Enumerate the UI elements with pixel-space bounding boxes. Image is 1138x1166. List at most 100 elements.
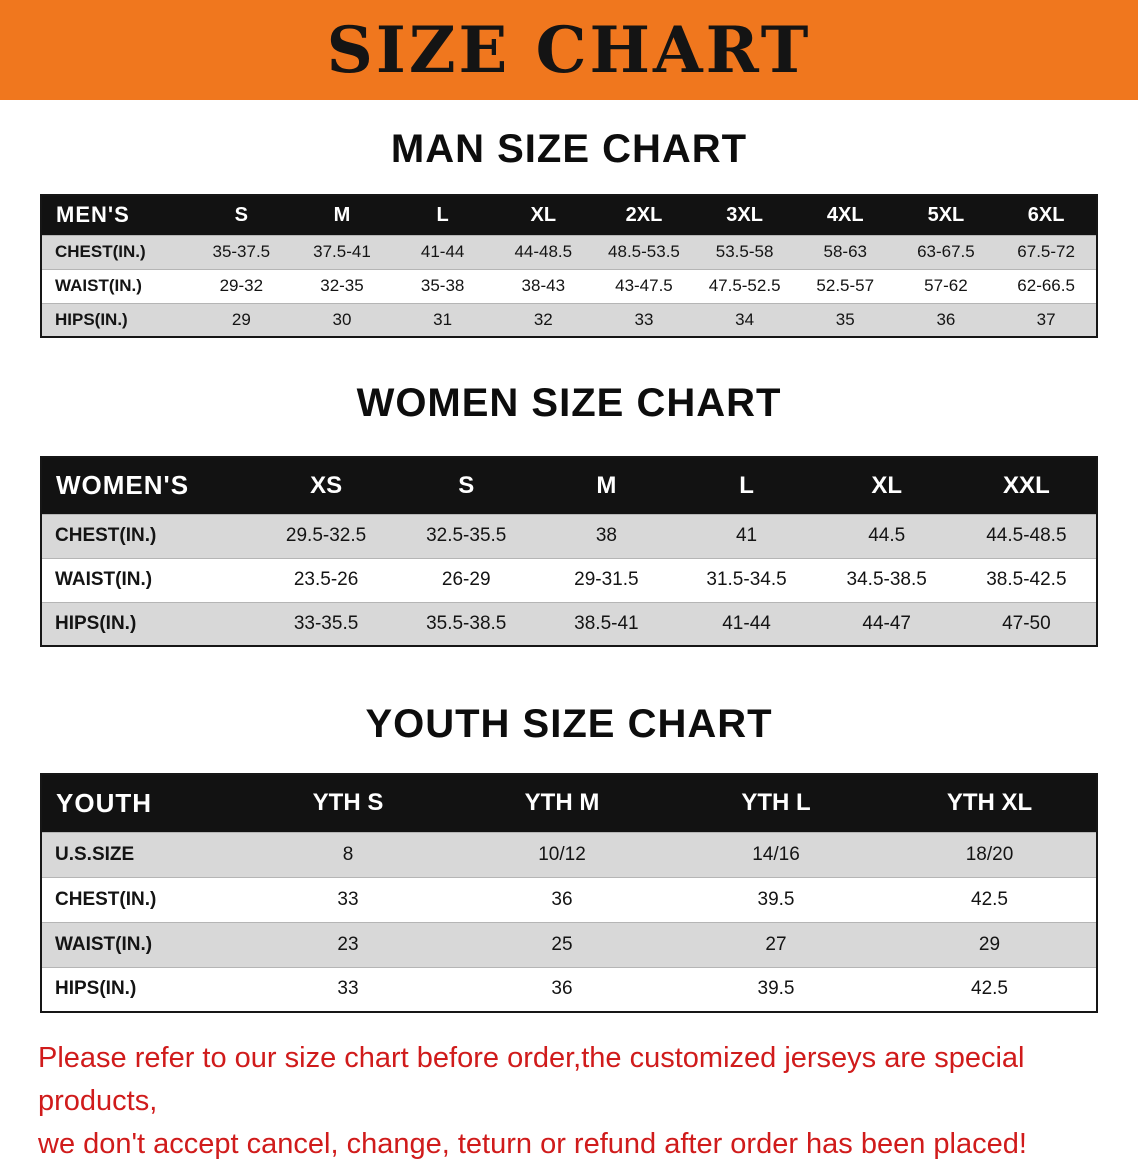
women-size-table: WOMEN'S XS S M L XL XXL CHEST(IN.) 29.5-32.5 32.5… xyxy=(40,456,1098,647)
size-column-header: XXL xyxy=(956,457,1097,514)
row-label: CHEST(IN.) xyxy=(41,514,256,558)
size-value: 29 xyxy=(191,303,292,337)
size-value: 35.5-38.5 xyxy=(396,602,537,646)
size-value: 41-44 xyxy=(392,235,493,269)
size-value: 32-35 xyxy=(320,276,364,295)
table-row: CHEST(IN.) 33 36 39.5 42.5 xyxy=(41,877,1097,922)
size-value: 37 xyxy=(996,303,1097,337)
size-value: 36 xyxy=(551,888,573,910)
size-column-header: YTH S xyxy=(241,774,455,832)
size-value: 44.5 xyxy=(816,514,957,558)
row-label-header: YOUTH xyxy=(41,774,241,832)
size-column-header: S xyxy=(396,457,537,514)
size-value: 32.5-35.5 xyxy=(396,514,537,558)
row-label: HIPS(IN.) xyxy=(55,978,137,1000)
row-label: CHEST(IN.) xyxy=(41,235,191,269)
size-column-header: 5XL xyxy=(895,195,997,235)
size-value: 34.5-38.5 xyxy=(846,569,927,590)
size-column-header: S xyxy=(191,195,292,235)
size-column-header: YTH M xyxy=(455,774,669,832)
size-value: 38.5-42.5 xyxy=(986,569,1067,590)
size-value: 14/16 xyxy=(669,832,883,877)
size-value: 44.5-48.5 xyxy=(956,514,1097,558)
size-value: 33 xyxy=(593,303,695,337)
size-value: 26-29 xyxy=(441,569,491,590)
men-section-heading: MAN SIZE CHART xyxy=(390,127,748,171)
order-notice: Please refer to our size chart before or… xyxy=(38,1037,1108,1166)
size-column-header: YTH L xyxy=(669,774,883,832)
size-value: 42.5 xyxy=(971,978,1008,1000)
table-row: WAIST(IN.) 29-32 32-35 35-38 38-43 43-47.5 47.… xyxy=(41,269,1097,303)
size-value: 53.5-58 xyxy=(694,235,795,269)
size-value: 52.5-57 xyxy=(816,276,875,295)
row-label: CHEST(IN.) xyxy=(55,888,157,910)
table-row: U.S.SIZE 8 10/12 14/16 18/20 xyxy=(41,832,1097,877)
table-header-row: MEN'S S M L XL 2XL 3XL 4XL 5XL 6XL xyxy=(41,195,1097,235)
page-title: SIZE CHART xyxy=(326,12,812,88)
size-value: 33-35.5 xyxy=(256,602,397,646)
size-value: 57-62 xyxy=(924,276,968,295)
size-column-header: 3XL xyxy=(694,195,795,235)
size-value: 18/20 xyxy=(883,832,1097,877)
size-value: 31.5-34.5 xyxy=(706,569,787,590)
size-value: 38.5-41 xyxy=(536,602,677,646)
size-column-header: 2XL xyxy=(593,195,695,235)
row-label: HIPS(IN.) xyxy=(41,303,191,337)
size-column-header: XL xyxy=(492,195,594,235)
table-row: CHEST(IN.) 35-37.5 37.5-41 41-44 44-48.5 48.5… xyxy=(41,235,1097,269)
men-size-table: MEN'S S M L XL 2XL 3XL 4XL 5XL 6XL CHEST(IN.) 35-37… xyxy=(40,194,1098,338)
size-value: 41-44 xyxy=(676,602,817,646)
row-label: HIPS(IN.) xyxy=(41,602,256,646)
table-row: CHEST(IN.) 29.5-32.5 32.5-35.5 38 41 44.5 44.5… xyxy=(41,514,1097,558)
size-value: 27 xyxy=(669,922,883,967)
row-label: WAIST(IN.) xyxy=(55,276,142,295)
table-header-row: WOMEN'S XS S M L XL XXL xyxy=(41,457,1097,514)
size-value: 31 xyxy=(392,303,493,337)
size-column-header: M xyxy=(291,195,393,235)
table-header-row: YOUTH YTH S YTH M YTH L YTH XL xyxy=(41,774,1097,832)
size-value: 36 xyxy=(551,978,573,1000)
size-value: 8 xyxy=(241,832,455,877)
size-value: 39.5 xyxy=(757,888,795,910)
size-value: 23 xyxy=(241,922,455,967)
youth-section-heading: YOUTH SIZE CHART xyxy=(365,702,773,746)
size-value: 39.5 xyxy=(757,978,795,1000)
size-value: 62-66.5 xyxy=(1017,276,1075,295)
size-value: 29-32 xyxy=(219,276,264,295)
size-value: 67.5-72 xyxy=(996,235,1097,269)
size-value: 42.5 xyxy=(971,888,1008,910)
size-column-header: XL xyxy=(816,457,957,514)
size-value: 25 xyxy=(455,922,669,967)
size-value: 29-31.5 xyxy=(574,569,639,590)
size-value: 47.5-52.5 xyxy=(708,276,781,295)
size-value: 35-38 xyxy=(420,276,465,295)
size-value: 48.5-53.5 xyxy=(593,235,695,269)
size-value: 43-47.5 xyxy=(615,276,673,295)
size-value: 63-67.5 xyxy=(895,235,997,269)
size-column-header: 6XL xyxy=(996,195,1097,235)
size-value: 34 xyxy=(694,303,795,337)
size-value: 10/12 xyxy=(455,832,669,877)
size-column-header: L xyxy=(392,195,493,235)
size-value: 37.5-41 xyxy=(291,235,393,269)
table-row: WAIST(IN.) 23.5-26 26-29 29-31.5 31.5-34.5 34… xyxy=(41,558,1097,602)
notice-line-2: we don't accept cancel, change, teturn o… xyxy=(38,1128,1027,1160)
table-row: HIPS(IN.) 33-35.5 35.5-38.5 38.5-41 41-44 44-… xyxy=(41,602,1097,646)
size-value: 47-50 xyxy=(956,602,1097,646)
size-column-header: XS xyxy=(256,457,397,514)
size-value: 38 xyxy=(536,514,677,558)
row-label: WAIST(IN.) xyxy=(41,922,241,967)
row-label-header: WOMEN'S xyxy=(41,457,256,514)
size-value: 35-37.5 xyxy=(191,235,292,269)
size-value: 44-48.5 xyxy=(492,235,594,269)
table-row: HIPS(IN.) 29 30 31 32 33 34 35 36 37 xyxy=(41,303,1097,337)
row-label: WAIST(IN.) xyxy=(55,569,153,590)
size-value: 58-63 xyxy=(794,235,896,269)
notice-line-1: Please refer to our size chart before or… xyxy=(38,1042,1025,1117)
size-column-header: L xyxy=(676,457,817,514)
title-banner: SIZE CHART xyxy=(0,0,1138,100)
size-value: 23.5-26 xyxy=(293,569,359,590)
size-value: 33 xyxy=(337,978,359,1000)
women-section-heading: WOMEN SIZE CHART xyxy=(356,381,782,425)
size-value: 41 xyxy=(676,514,817,558)
